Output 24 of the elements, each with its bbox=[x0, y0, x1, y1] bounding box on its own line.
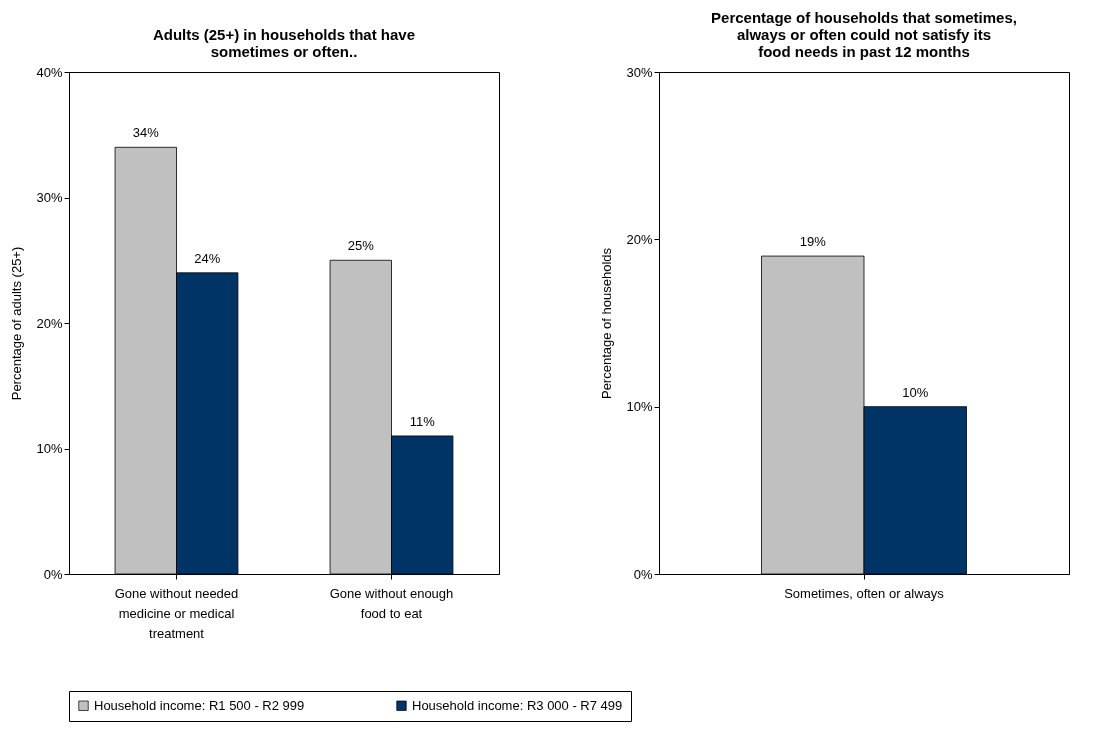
data-label: 19% bbox=[799, 234, 827, 250]
legend-label: Household income: R1 500 - R2 999 bbox=[94, 697, 305, 713]
y-tick-label: 20% bbox=[626, 231, 653, 247]
y-tick-label: 20% bbox=[36, 315, 63, 331]
data-label: 10% bbox=[902, 384, 929, 400]
y-tick-label: 30% bbox=[626, 64, 653, 80]
y-tick-label: 40% bbox=[36, 64, 63, 80]
data-label: 25% bbox=[347, 238, 375, 254]
chart-title: Percentage of households that sometimes, always or often could not satisfy its food needs in past 12 months bbox=[711, 9, 1017, 60]
data-label: 11% bbox=[409, 413, 436, 429]
x-tick-label: Gone without needed medicine or medical treatment bbox=[114, 585, 239, 641]
y-tick-label: 0% bbox=[43, 566, 63, 582]
y-tick-label: 10% bbox=[626, 399, 653, 415]
data-label: 34% bbox=[132, 125, 160, 141]
data-label: 24% bbox=[194, 250, 221, 266]
y-axis-title: Percentage of adults (25+) bbox=[9, 246, 25, 401]
y-tick-label: 0% bbox=[633, 566, 653, 582]
y-axis-title: Percentage of households bbox=[599, 247, 615, 400]
y-tick-label: 30% bbox=[36, 190, 63, 205]
x-tick-label: Sometimes, often or always bbox=[784, 585, 945, 601]
legend-label: Household income: R3 000 - R7 499 bbox=[412, 697, 623, 713]
chart-title: Adults (25+) in households that have sometimes or often.. bbox=[152, 26, 416, 60]
y-tick-label: 10% bbox=[36, 441, 63, 456]
x-tick-label: Gone without enough food to eat bbox=[329, 585, 454, 621]
